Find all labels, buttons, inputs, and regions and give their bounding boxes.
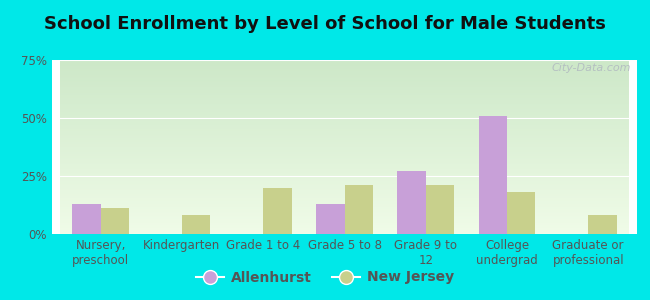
Bar <box>507 192 536 234</box>
Text: City-Data.com: City-Data.com <box>552 64 631 74</box>
Text: School Enrollment by Level of School for Male Students: School Enrollment by Level of School for… <box>44 15 606 33</box>
Bar <box>344 185 373 234</box>
Bar <box>478 116 507 234</box>
Bar <box>101 208 129 234</box>
Bar <box>426 185 454 234</box>
Bar <box>397 171 426 234</box>
Bar <box>72 204 101 234</box>
Bar <box>182 215 211 234</box>
Bar <box>263 188 292 234</box>
Bar <box>316 204 344 234</box>
Legend: Allenhurst, New Jersey: Allenhurst, New Jersey <box>190 265 460 290</box>
Bar <box>588 215 617 234</box>
